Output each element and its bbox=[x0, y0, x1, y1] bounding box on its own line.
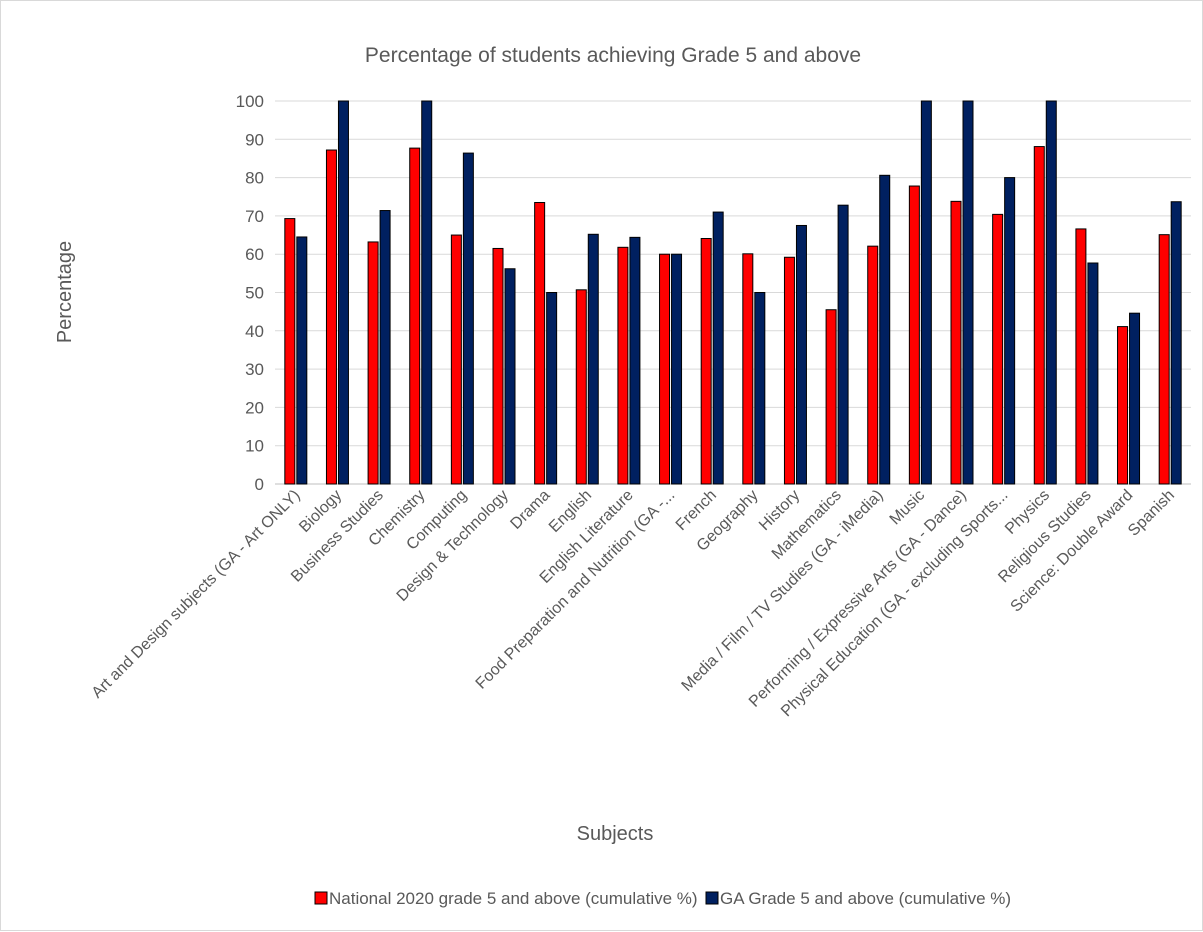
bar-series-2 bbox=[546, 292, 558, 485]
y-axis-ticks: 0 10 20 30 40 50 60 70 80 90 100 bbox=[236, 92, 264, 494]
bar-series-1 bbox=[992, 213, 1004, 485]
y-tick-label: 90 bbox=[245, 130, 264, 149]
y-tick-label: 10 bbox=[245, 437, 264, 456]
bar-series-2 bbox=[712, 211, 724, 485]
bar-series-1 bbox=[659, 253, 671, 485]
y-tick-label: 20 bbox=[245, 398, 264, 417]
bar-series-2 bbox=[462, 152, 474, 485]
bar-series-1 bbox=[325, 149, 337, 485]
bar-series-1 bbox=[742, 253, 754, 485]
bar-series-2 bbox=[337, 100, 349, 485]
bar-series-1 bbox=[1117, 326, 1129, 485]
bar-series-1 bbox=[825, 309, 837, 485]
bar-series-1 bbox=[950, 200, 962, 485]
bar-series-1 bbox=[284, 218, 296, 485]
bar-series-1 bbox=[367, 241, 379, 485]
bar-series-2 bbox=[920, 100, 932, 485]
bar-series-2 bbox=[1087, 262, 1099, 485]
legend-label-2: GA Grade 5 and above (cumulative %) bbox=[720, 889, 1011, 908]
x-axis-labels: Art and Design subjects (GA - Art ONLY)B… bbox=[89, 487, 1178, 720]
y-tick-label: 40 bbox=[245, 322, 264, 341]
bar-series-2 bbox=[379, 210, 391, 485]
bar-series-2 bbox=[1045, 100, 1057, 485]
bar-series-1 bbox=[1158, 234, 1170, 485]
bar-series-2 bbox=[962, 100, 974, 485]
bar-series-2 bbox=[629, 236, 641, 485]
bar-series-1 bbox=[783, 256, 795, 485]
bar-series-2 bbox=[587, 233, 599, 485]
legend-label-1: National 2020 grade 5 and above (cumulat… bbox=[329, 889, 698, 908]
x-category-label: Art and Design subjects (GA - Art ONLY) bbox=[89, 487, 304, 702]
bar-series-1 bbox=[700, 237, 712, 485]
bar-series-2 bbox=[504, 268, 516, 485]
chart-title: Percentage of students achieving Grade 5… bbox=[365, 44, 861, 67]
bar-series-2 bbox=[1170, 201, 1182, 485]
bar-series-1 bbox=[492, 247, 504, 485]
bar-series-1 bbox=[1075, 228, 1087, 485]
bar-series-2 bbox=[795, 224, 807, 485]
bar-series-2 bbox=[1129, 312, 1141, 485]
bar-series-1 bbox=[908, 185, 920, 485]
y-tick-label: 100 bbox=[236, 92, 264, 111]
y-tick-label: 60 bbox=[245, 245, 264, 264]
x-axis-title: Subjects bbox=[577, 823, 654, 845]
bar-series-2 bbox=[754, 292, 766, 485]
bar-series-1 bbox=[1033, 146, 1045, 485]
bar-series-2 bbox=[879, 174, 891, 485]
bar-series-2 bbox=[296, 236, 308, 485]
bar-series-2 bbox=[837, 204, 849, 485]
bar-series-2 bbox=[671, 253, 683, 485]
bars bbox=[284, 100, 1182, 485]
bar-series-1 bbox=[409, 147, 421, 485]
y-tick-label: 70 bbox=[245, 207, 264, 226]
y-tick-label: 30 bbox=[245, 360, 264, 379]
bar-series-1 bbox=[617, 246, 629, 485]
y-axis-title: Percentage bbox=[54, 241, 76, 343]
y-tick-label: 50 bbox=[245, 284, 264, 303]
x-category-label: Spanish bbox=[1125, 487, 1178, 540]
legend-swatch-1 bbox=[314, 891, 328, 905]
legend: National 2020 grade 5 and above (cumulat… bbox=[314, 889, 1011, 908]
bar-series-1 bbox=[575, 289, 587, 485]
legend-swatch-2 bbox=[705, 891, 719, 905]
bar-series-1 bbox=[867, 245, 879, 485]
bar-series-2 bbox=[1004, 177, 1016, 485]
bar-series-2 bbox=[421, 100, 433, 485]
bar-series-1 bbox=[534, 201, 546, 485]
bar-series-1 bbox=[450, 234, 462, 485]
y-tick-label: 0 bbox=[255, 475, 264, 494]
y-tick-label: 80 bbox=[245, 169, 264, 188]
